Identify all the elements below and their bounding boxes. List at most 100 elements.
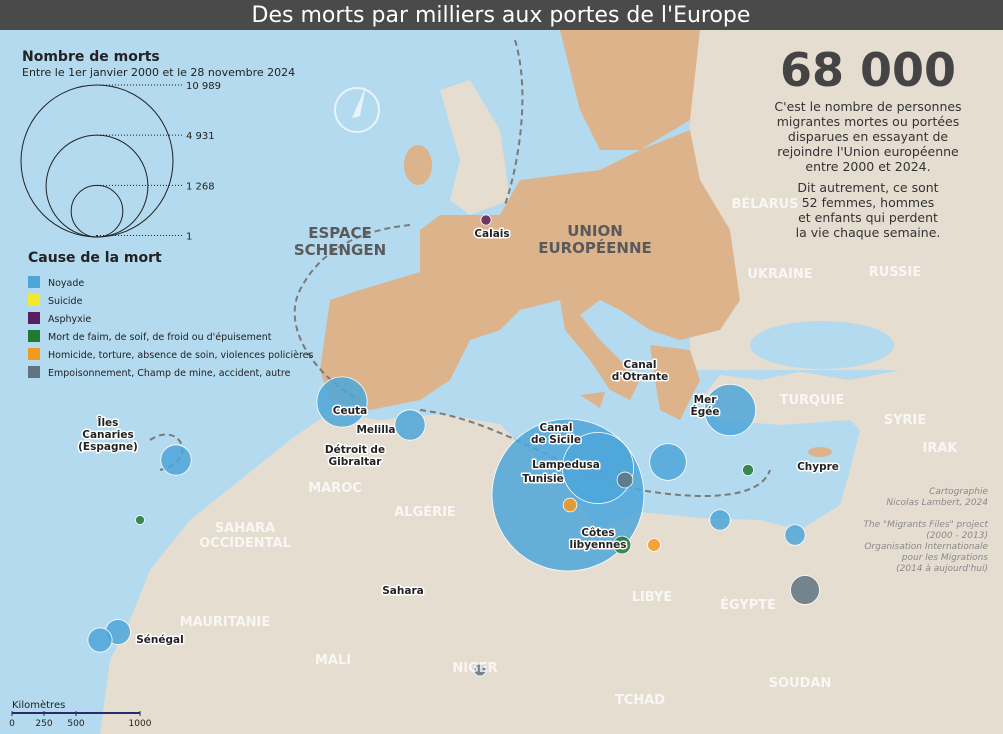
death-circle <box>562 432 634 504</box>
land-greece <box>650 345 700 420</box>
region-label: SCHENGEN <box>294 241 386 259</box>
cause-label: Mort de faim, de soif, de froid ou d'épu… <box>48 332 272 343</box>
cause-label: Asphyxie <box>48 314 91 325</box>
region-label: EUROPÉENNE <box>538 238 652 257</box>
land-eu <box>320 130 740 410</box>
death-circle <box>394 409 426 441</box>
country-label: RUSSIE <box>869 265 921 280</box>
death-circle <box>741 463 755 477</box>
death-circle <box>473 663 487 677</box>
place-label: Sénégal <box>136 634 183 646</box>
cause-label: Noyade <box>48 278 84 289</box>
region-label: ESPACE <box>308 224 372 242</box>
credit: pour les Migrations <box>901 553 989 563</box>
title-bar <box>0 0 1003 30</box>
land-ireland <box>404 145 432 185</box>
black-sea <box>750 321 894 369</box>
headline-text: Dit autrement, ce sont <box>797 180 938 195</box>
death-circle <box>784 524 806 546</box>
death-circle <box>480 214 492 226</box>
country-label: BÉLARUS <box>731 196 798 212</box>
cause-legend-title: Cause de la mort <box>28 250 162 266</box>
death-circle <box>562 497 578 513</box>
compass <box>334 86 380 133</box>
country-label: OCCIDENTAL <box>199 536 291 551</box>
place-label: Sahara <box>382 585 423 597</box>
headline-text: migrantes mortes ou portées <box>777 114 959 129</box>
credit: Nicolas Lambert, 2024 <box>886 498 988 508</box>
country-label: SAHARA <box>215 521 275 536</box>
country-label: LIBYE <box>632 590 673 605</box>
country-label: IRAK <box>923 441 959 456</box>
death-circle <box>135 515 145 525</box>
country-label: NIGER <box>452 661 497 676</box>
size-legend-label: 10 989 <box>186 81 221 92</box>
credit: (2014 à aujourd'hui) <box>896 564 988 574</box>
place-label: libyennes <box>569 539 626 551</box>
size-legend-label: 4 931 <box>186 131 215 142</box>
place-label: Lampedusa <box>532 459 600 471</box>
country-label: ÉGYPTE <box>720 597 776 613</box>
cause-swatch <box>28 348 40 360</box>
place-label: Canal <box>540 422 573 434</box>
cause-label: Suicide <box>48 296 83 307</box>
death-circle <box>790 575 820 605</box>
death-circle <box>647 538 661 552</box>
place-label: Tunisie <box>522 473 564 485</box>
country-label: MAROC <box>308 481 362 496</box>
credit: (2000 - 2013) <box>926 531 988 541</box>
place-label: Mer <box>694 394 718 406</box>
headline-text: la vie chaque semaine. <box>796 225 941 240</box>
land-uk <box>440 80 510 215</box>
size-legend-subtitle: Entre le 1er janvier 2000 et le 28 novem… <box>22 66 295 79</box>
country-label: ALGÉRIE <box>394 504 456 520</box>
size-legend-title: Nombre de morts <box>22 49 160 65</box>
country-label: TCHAD <box>615 693 665 708</box>
place-label: Canaries <box>82 429 134 441</box>
death-circle <box>703 383 757 437</box>
place-label: d'Otrante <box>612 371 669 383</box>
death-circle <box>612 535 632 555</box>
land-cyprus <box>808 447 832 457</box>
place-label: Îles <box>98 416 119 429</box>
land-scandinavia <box>560 30 700 150</box>
headline-text: C'est le nombre de personnes <box>774 99 961 114</box>
death-circle <box>87 627 113 653</box>
headline-text: rejoindre l'Union européenne <box>777 144 959 159</box>
land-sicily <box>580 392 605 408</box>
credit: Cartographie <box>929 487 988 497</box>
title: Des morts par milliers aux portes de l'E… <box>252 3 751 28</box>
place-label: Égée <box>691 405 720 418</box>
scale-label: 500 <box>67 719 84 729</box>
cause-swatch <box>28 294 40 306</box>
country-label: MAURITANIE <box>180 615 271 630</box>
cause-label: Empoisonnement, Champ de mine, accident,… <box>48 368 291 379</box>
schengen-border <box>149 39 771 497</box>
place-label: Calais <box>474 228 509 240</box>
place-label: Melilla <box>356 424 395 436</box>
credit: Organisation Internationale <box>864 542 988 552</box>
cause-swatch <box>28 366 40 378</box>
headline-text: 52 femmes, hommes <box>802 195 935 210</box>
place-label: Canal <box>624 359 657 371</box>
place-label: (Espagne) <box>78 441 138 453</box>
place-label: Détroit de <box>325 444 385 456</box>
headline-text: entre 2000 et 2024. <box>805 159 930 174</box>
cause-swatch <box>28 312 40 324</box>
headline-number: 68 000 <box>780 43 956 97</box>
death-circle <box>649 443 687 481</box>
cause-label: Homicide, torture, absence de soin, viol… <box>48 350 313 361</box>
cause-swatch <box>28 330 40 342</box>
region-label: UNION <box>567 222 623 240</box>
place-label: Gibraltar <box>329 456 383 468</box>
size-legend-label: 1 <box>186 232 192 243</box>
scale-title: Kilomètres <box>12 699 65 711</box>
place-label: Côtes <box>581 527 614 539</box>
scale-label: 250 <box>35 719 52 729</box>
country-label: TURQUIE <box>780 393 845 408</box>
headline-text: disparues en essayant de <box>788 129 949 144</box>
place-label: de Sicile <box>531 434 581 446</box>
country-label: SOUDAN <box>769 676 832 691</box>
credit: The "Migrants Files" project <box>863 520 988 530</box>
